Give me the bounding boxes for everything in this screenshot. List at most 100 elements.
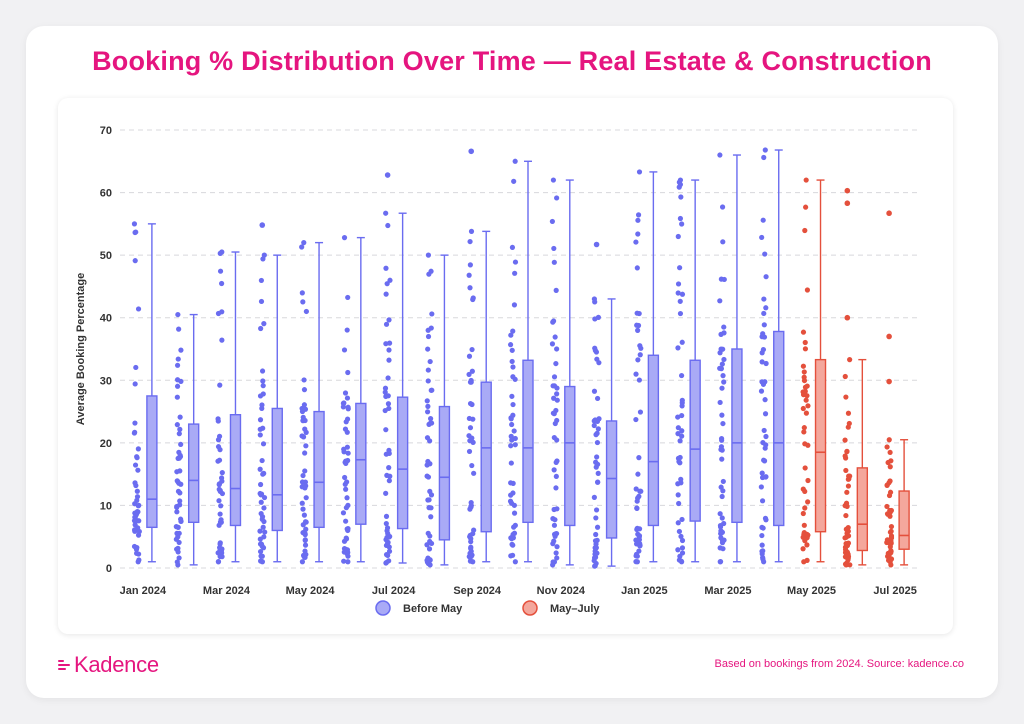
data-point bbox=[301, 512, 307, 518]
data-point bbox=[888, 523, 895, 530]
data-point bbox=[383, 321, 390, 327]
data-point bbox=[217, 511, 223, 517]
data-point bbox=[763, 360, 769, 367]
data-point bbox=[424, 462, 430, 468]
y-tick-label: 50 bbox=[100, 250, 112, 262]
chart-card: Booking % Distribution Over Time — Real … bbox=[26, 26, 998, 698]
data-point bbox=[217, 268, 224, 274]
data-point bbox=[593, 550, 599, 556]
outlier-point bbox=[886, 210, 892, 217]
data-point bbox=[801, 559, 807, 565]
data-point bbox=[259, 368, 266, 374]
data-point bbox=[551, 522, 558, 528]
data-point bbox=[509, 421, 515, 428]
data-point bbox=[386, 544, 392, 550]
data-point bbox=[341, 446, 347, 452]
data-point bbox=[678, 533, 684, 540]
data-point bbox=[426, 546, 433, 552]
data-point bbox=[135, 503, 141, 509]
data-point bbox=[468, 503, 474, 509]
data-point bbox=[593, 432, 599, 438]
data-point bbox=[512, 259, 519, 265]
x-tick-label: May 2025 bbox=[787, 585, 836, 597]
data-point bbox=[259, 553, 265, 559]
data-point bbox=[135, 306, 142, 312]
data-point bbox=[592, 563, 598, 569]
data-point bbox=[383, 490, 389, 496]
y-tick-label: 30 bbox=[100, 375, 112, 387]
data-point bbox=[759, 548, 765, 554]
data-point bbox=[595, 479, 601, 485]
data-point bbox=[845, 410, 852, 416]
data-point bbox=[887, 544, 893, 550]
data-point bbox=[637, 343, 643, 349]
data-point bbox=[721, 276, 727, 283]
data-point bbox=[675, 425, 681, 431]
data-point bbox=[345, 450, 351, 456]
data-point bbox=[842, 437, 848, 443]
data-point bbox=[802, 227, 808, 234]
data-point bbox=[340, 404, 346, 410]
data-point bbox=[551, 383, 558, 389]
outlier-point bbox=[384, 172, 391, 178]
data-point bbox=[801, 429, 807, 435]
data-point bbox=[761, 310, 767, 317]
data-point bbox=[512, 270, 518, 276]
data-point bbox=[383, 210, 389, 216]
data-point bbox=[553, 287, 559, 293]
data-point bbox=[425, 555, 431, 561]
data-point bbox=[508, 460, 514, 466]
data-point bbox=[591, 494, 597, 500]
data-point bbox=[345, 406, 351, 412]
outlier-point bbox=[468, 148, 475, 155]
data-point bbox=[217, 541, 223, 547]
data-point bbox=[595, 461, 601, 467]
data-point bbox=[717, 522, 724, 529]
data-point bbox=[679, 400, 685, 406]
data-point bbox=[759, 532, 765, 539]
data-point bbox=[386, 465, 392, 471]
data-point bbox=[887, 449, 893, 456]
data-point bbox=[509, 358, 515, 365]
y-tick-label: 70 bbox=[100, 125, 112, 137]
x-tick-label: May 2024 bbox=[286, 585, 336, 597]
data-point bbox=[679, 545, 686, 551]
data-point bbox=[802, 339, 808, 346]
data-point bbox=[761, 296, 767, 302]
data-point bbox=[844, 489, 850, 495]
data-point bbox=[303, 443, 309, 449]
data-point bbox=[761, 322, 767, 328]
data-point bbox=[303, 308, 309, 315]
legend-marker-after bbox=[522, 600, 538, 616]
data-point bbox=[679, 428, 685, 434]
data-point bbox=[759, 334, 765, 340]
data-point bbox=[760, 346, 767, 353]
data-point bbox=[719, 361, 725, 367]
data-point bbox=[719, 412, 725, 418]
data-point bbox=[173, 524, 179, 530]
data-point bbox=[300, 434, 307, 440]
data-point bbox=[717, 152, 723, 158]
data-point bbox=[510, 328, 516, 334]
data-point bbox=[469, 552, 475, 558]
data-point bbox=[257, 536, 263, 542]
data-point bbox=[763, 517, 769, 523]
data-point bbox=[843, 540, 849, 547]
data-point bbox=[428, 416, 434, 422]
data-point bbox=[425, 333, 432, 340]
data-point bbox=[636, 310, 642, 317]
data-point bbox=[386, 357, 392, 363]
data-point bbox=[591, 558, 597, 564]
data-point bbox=[257, 490, 263, 497]
data-point bbox=[677, 177, 684, 183]
data-point bbox=[215, 416, 221, 422]
outlier-point bbox=[886, 333, 892, 340]
data-point bbox=[679, 433, 685, 439]
data-point bbox=[679, 559, 685, 565]
data-point bbox=[217, 447, 223, 453]
data-point bbox=[635, 327, 641, 333]
data-point bbox=[428, 492, 435, 498]
data-point bbox=[178, 481, 184, 487]
data-point bbox=[385, 530, 391, 537]
data-point bbox=[135, 467, 141, 473]
